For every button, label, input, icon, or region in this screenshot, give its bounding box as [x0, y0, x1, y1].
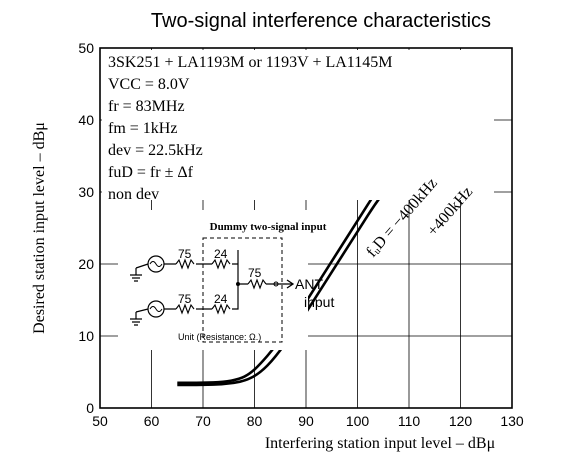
- arrow-icon: [282, 279, 295, 289]
- y-tick-label: 50: [78, 40, 94, 56]
- ground-symbol: [130, 312, 142, 326]
- chart-title: Two-signal interference characteristics: [151, 10, 491, 32]
- y-tick-label: 30: [78, 184, 94, 200]
- condition-vcc: VCC = 8.0V: [108, 76, 190, 93]
- condition-fud: fuD = fr ± Δf: [108, 164, 194, 181]
- resistor-label-24: 24: [214, 247, 228, 261]
- sine-icon: [149, 306, 163, 312]
- dummy-input-inset: Dummy two-signal input 75 24 75 75 24 AN…: [118, 210, 334, 350]
- x-axis-label: Interfering station input level – dBμ: [265, 435, 495, 452]
- x-tick-label: 120: [449, 413, 473, 429]
- conditions-box: 3SK251 + LA1193M or 1193V + LA1145M VCC …: [102, 50, 494, 203]
- inset-bg: [118, 210, 308, 350]
- x-tick-label: 50: [92, 413, 108, 429]
- resistor-label-24: 24: [214, 292, 228, 306]
- condition-dev: dev = 22.5kHz: [108, 142, 203, 159]
- tick-labels: 50 60 70 80 90 100 110 120 130 0 10 20 30 40 50: [78, 40, 523, 429]
- ant-label: ANT: [295, 276, 323, 292]
- condition-device: 3SK251 + LA1193M or 1193V + LA1145M: [108, 54, 392, 71]
- inset-title: Dummy two-signal input: [210, 221, 327, 233]
- condition-fm: fm = 1kHz: [108, 120, 177, 137]
- resistor-icon: [175, 303, 195, 315]
- junction-dot: [236, 282, 240, 286]
- resistor-label-75: 75: [178, 247, 192, 261]
- y-tick-label: 0: [86, 400, 94, 416]
- x-tick-label: 90: [298, 413, 314, 429]
- sine-icon: [149, 261, 163, 267]
- y-tick-label: 40: [78, 112, 94, 128]
- y-tick-label: 10: [78, 328, 94, 344]
- resistor-icon: [211, 258, 231, 270]
- x-tick-label: 110: [398, 413, 421, 429]
- resistor-label-75: 75: [248, 266, 262, 280]
- conditions-bg: [102, 50, 494, 200]
- x-tick-label: 100: [346, 413, 370, 429]
- x-tick-label: 130: [500, 413, 524, 429]
- y-tick-label: 20: [78, 256, 94, 272]
- ant-input-label: input: [304, 294, 334, 310]
- x-tick-label: 60: [144, 413, 160, 429]
- x-tick-label: 70: [195, 413, 211, 429]
- circuit-wiring: [135, 250, 282, 313]
- resistor-icon: [175, 258, 195, 270]
- y-axis-label: Desired station input level – dBμ: [31, 122, 48, 334]
- x-tick-label: 80: [247, 413, 263, 429]
- ground-symbol: [130, 268, 142, 282]
- resistor-icon: [211, 303, 231, 315]
- resistor-icon: [247, 278, 267, 290]
- resistor-label-75: 75: [178, 292, 192, 306]
- condition-fr: fr = 83MHz: [108, 98, 185, 115]
- plot-frame: [99, 47, 513, 409]
- unit-note: Unit (Resistance: Ω.): [178, 332, 261, 342]
- condition-non-dev: non dev: [108, 186, 159, 203]
- output-node: [273, 281, 279, 287]
